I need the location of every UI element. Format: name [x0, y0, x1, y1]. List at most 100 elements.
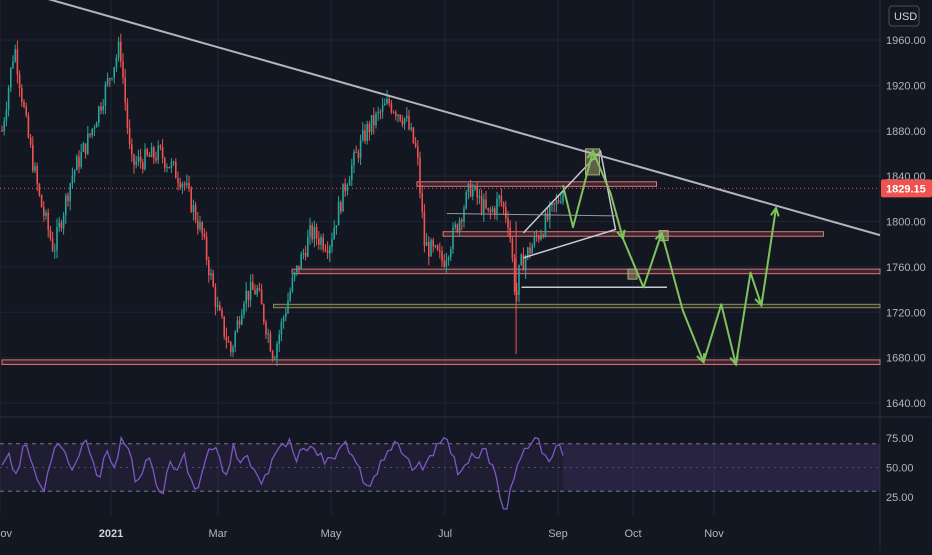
candle-body — [392, 112, 395, 114]
candle-body — [463, 208, 465, 222]
candle-body — [441, 251, 443, 261]
time-tick-label: Sep — [548, 528, 568, 540]
projection-arrowhead — [654, 230, 664, 242]
price-tick-label: 1800.00 — [886, 217, 926, 229]
candle-body — [87, 133, 89, 154]
candle-body — [153, 147, 155, 159]
candle-body — [89, 133, 91, 136]
candle-body — [432, 240, 434, 247]
currency-box[interactable] — [888, 5, 920, 27]
time-tick-label: ov — [0, 528, 12, 540]
candle-body — [346, 185, 349, 192]
candle-body — [280, 321, 283, 335]
candle-body — [520, 254, 522, 265]
support-resistance-zone — [416, 181, 658, 187]
candle-body — [122, 61, 124, 78]
candle-body — [436, 245, 439, 251]
candle-body — [135, 161, 137, 165]
candle-body — [150, 147, 153, 158]
candle-body — [498, 195, 500, 199]
candle-body — [287, 300, 289, 314]
candle-body — [56, 227, 58, 251]
candle-body — [188, 183, 190, 189]
candle-body — [104, 84, 107, 106]
candle-body — [518, 264, 520, 295]
candle-body — [205, 236, 208, 261]
candle-body — [27, 115, 30, 138]
candle-body — [219, 305, 221, 311]
candle-body — [54, 250, 56, 252]
currency-label: USD — [894, 11, 917, 23]
time-tick-label: Jul — [438, 528, 452, 540]
candle-body — [71, 175, 74, 184]
candle-body — [311, 225, 313, 240]
candle-body — [254, 289, 256, 295]
price-tick-label: 1760.00 — [886, 262, 926, 274]
candle-body — [489, 209, 492, 212]
candle-body — [84, 143, 87, 154]
candle-body — [40, 195, 43, 208]
candle-body — [102, 105, 104, 111]
candle-body — [78, 156, 80, 167]
candle-body — [366, 123, 368, 142]
candle-body — [120, 41, 122, 62]
candle-body — [472, 189, 474, 197]
candle-body — [236, 320, 239, 333]
candle-body — [529, 247, 531, 254]
candle-body — [452, 227, 454, 250]
candle-body — [456, 224, 459, 232]
candle-body — [225, 336, 228, 342]
candle-body — [538, 236, 540, 240]
candle-body — [313, 226, 316, 240]
candle-body — [51, 238, 54, 251]
projection-arrowhead — [696, 353, 706, 365]
candle-body — [428, 241, 430, 257]
candle-body — [65, 195, 67, 216]
candle-body — [546, 213, 549, 220]
last-price-tag — [881, 179, 932, 198]
candle-body — [491, 208, 494, 212]
candle-body — [258, 288, 261, 291]
candle-body — [333, 227, 335, 240]
candle-body — [76, 156, 78, 171]
candle-body — [337, 202, 340, 226]
candle-body — [12, 61, 14, 68]
rsi-line — [1, 435, 564, 510]
candle-body — [377, 111, 379, 114]
candle-body — [533, 236, 536, 246]
candle-body — [304, 252, 307, 257]
price-tick-label: 1720.00 — [886, 307, 926, 319]
candle-body — [164, 158, 166, 168]
candle-body — [29, 137, 32, 145]
candle-body — [355, 151, 357, 153]
candle-body — [386, 98, 388, 104]
projection-arrowhead — [729, 355, 739, 367]
candle-body — [133, 154, 135, 165]
candle-body — [80, 151, 82, 167]
candle-body — [159, 145, 162, 148]
candle-body — [500, 195, 503, 203]
candle-body — [401, 120, 404, 125]
candle-body — [331, 239, 333, 247]
candle-body — [227, 341, 230, 343]
candle-body — [425, 241, 428, 246]
candle-body — [399, 114, 401, 121]
candle-body — [91, 128, 93, 136]
descending-trendline — [47, 0, 881, 237]
candle-body — [230, 342, 232, 353]
candle-body — [247, 290, 250, 301]
candle-body — [544, 213, 547, 237]
support-resistance-zone — [1, 359, 881, 365]
candle-body — [351, 165, 353, 181]
candle-body — [49, 229, 52, 239]
candle-body — [109, 78, 111, 80]
candle-body — [439, 250, 441, 252]
projection-arrowhead — [770, 205, 780, 217]
candle-body — [296, 265, 298, 273]
candle-body — [252, 282, 254, 290]
candle-body — [335, 225, 338, 228]
candle-body — [67, 195, 69, 202]
